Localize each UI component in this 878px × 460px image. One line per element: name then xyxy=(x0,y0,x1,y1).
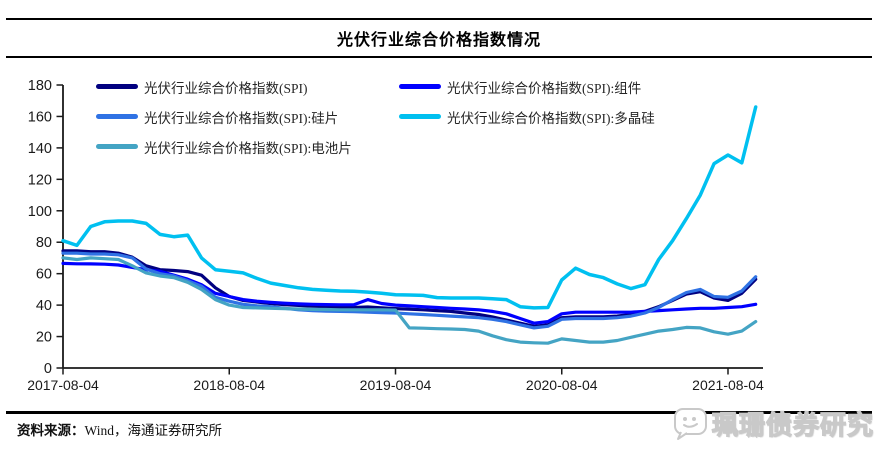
legend-swatch-spi xyxy=(96,84,138,89)
top-rule xyxy=(6,18,872,20)
watermark-text: 珮珊债券研究 xyxy=(711,410,874,440)
legend-item-cell: 光伏行业综合价格指数(SPI):电池片 xyxy=(96,136,399,157)
legend-label-cell: 光伏行业综合价格指数(SPI):电池片 xyxy=(144,140,352,156)
source-note-prefix: 资料来源： xyxy=(17,423,85,438)
legend-swatch-module xyxy=(399,84,441,89)
legend-label-spi: 光伏行业综合价格指数(SPI) xyxy=(144,80,308,96)
source-note: 资料来源：Wind，海通证券研究所 xyxy=(17,419,222,439)
x-tick-label-2021-08-04: 2021-08-04 xyxy=(692,377,764,393)
y-tick-label-100: 100 xyxy=(28,204,52,220)
legend: 光伏行业综合价格指数(SPI) 光伏行业综合价格指数(SPI):组件 光伏行业综合价… xyxy=(96,76,655,157)
y-tick-label-20: 20 xyxy=(36,330,52,346)
x-tick-label-2019-08-04: 2019-08-04 xyxy=(360,377,432,393)
legend-label-polysilicon: 光伏行业综合价格指数(SPI):多晶硅 xyxy=(447,110,655,126)
y-tick-label-80: 80 xyxy=(36,235,52,251)
legend-swatch-wafer xyxy=(96,114,138,119)
footer-rule xyxy=(6,411,872,414)
legend-item-wafer: 光伏行业综合价格指数(SPI):硅片 xyxy=(96,106,399,127)
y-tick-label-140: 140 xyxy=(28,141,52,157)
legend-label-module: 光伏行业综合价格指数(SPI):组件 xyxy=(447,80,642,96)
y-tick-label-60: 60 xyxy=(36,267,52,283)
y-tick-label-120: 120 xyxy=(28,172,52,188)
legend-item-module: 光伏行业综合价格指数(SPI):组件 xyxy=(399,76,655,97)
y-tick-label-0: 0 xyxy=(44,361,52,377)
series-line-wafer xyxy=(61,251,758,330)
legend-item-polysilicon: 光伏行业综合价格指数(SPI):多晶硅 xyxy=(399,106,655,127)
source-note-text: Wind，海通证券研究所 xyxy=(84,423,222,438)
legend-swatch-cell xyxy=(96,144,138,149)
x-tick-label-2018-08-04: 2018-08-04 xyxy=(193,377,265,393)
y-tick-label-180: 180 xyxy=(28,78,52,94)
x-tick-label-2020-08-04: 2020-08-04 xyxy=(526,377,598,393)
legend-label-wafer: 光伏行业综合价格指数(SPI):硅片 xyxy=(144,110,339,126)
watermark: 珮珊债券研究 xyxy=(670,402,874,444)
title-rule xyxy=(6,56,872,58)
chat-bubble-icon xyxy=(673,408,707,440)
series-line-cell xyxy=(61,256,758,345)
chart-title: 光伏行业综合价格指数情况 xyxy=(336,32,541,49)
x-tick-label-2017-08-04: 2017-08-04 xyxy=(27,377,99,393)
series-line-polysilicon xyxy=(61,105,758,310)
legend-item-spi: 光伏行业综合价格指数(SPI) xyxy=(96,76,399,97)
y-tick-label-40: 40 xyxy=(36,298,52,314)
y-tick-label-160: 160 xyxy=(28,109,52,125)
legend-swatch-polysilicon xyxy=(399,114,441,119)
